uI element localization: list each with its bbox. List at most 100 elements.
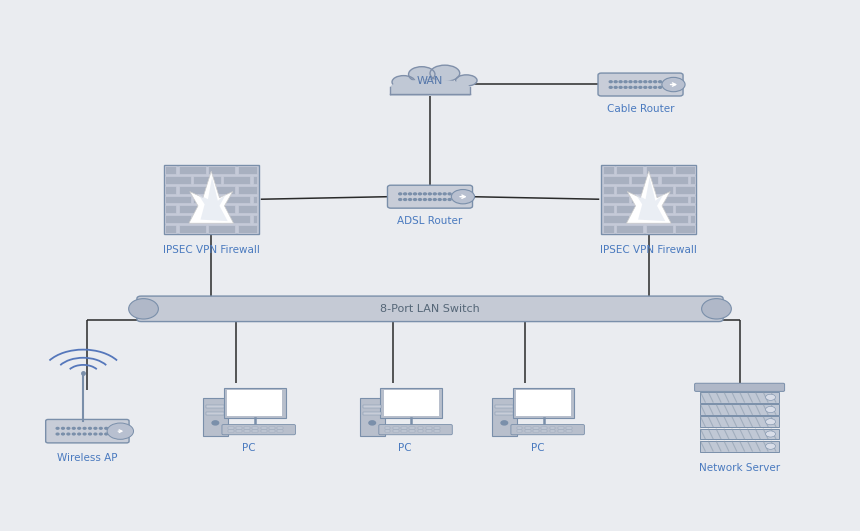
Circle shape (399, 193, 402, 195)
FancyBboxPatch shape (165, 225, 176, 233)
FancyBboxPatch shape (550, 430, 556, 432)
Circle shape (419, 199, 421, 200)
FancyBboxPatch shape (165, 205, 176, 213)
FancyBboxPatch shape (675, 225, 695, 233)
Circle shape (629, 87, 632, 88)
FancyBboxPatch shape (675, 186, 695, 194)
Text: WAN: WAN (417, 76, 443, 87)
Ellipse shape (413, 80, 447, 94)
Circle shape (100, 433, 102, 435)
FancyBboxPatch shape (238, 205, 257, 213)
FancyBboxPatch shape (495, 405, 513, 408)
Circle shape (414, 199, 416, 200)
Text: Wireless AP: Wireless AP (57, 452, 118, 463)
Circle shape (423, 193, 427, 195)
FancyBboxPatch shape (380, 388, 442, 418)
FancyBboxPatch shape (566, 426, 572, 429)
FancyBboxPatch shape (603, 186, 614, 194)
Text: PC: PC (531, 443, 544, 453)
FancyBboxPatch shape (253, 176, 257, 184)
FancyBboxPatch shape (236, 430, 242, 432)
FancyBboxPatch shape (208, 225, 236, 233)
FancyBboxPatch shape (631, 215, 658, 223)
FancyBboxPatch shape (223, 176, 250, 184)
FancyBboxPatch shape (388, 185, 472, 208)
FancyBboxPatch shape (646, 225, 673, 233)
FancyBboxPatch shape (700, 392, 779, 402)
FancyBboxPatch shape (603, 225, 614, 233)
FancyBboxPatch shape (206, 412, 224, 415)
FancyBboxPatch shape (409, 430, 415, 432)
FancyBboxPatch shape (542, 426, 547, 429)
FancyBboxPatch shape (238, 186, 257, 194)
Circle shape (654, 81, 657, 83)
FancyBboxPatch shape (401, 430, 407, 432)
Circle shape (94, 427, 97, 429)
FancyBboxPatch shape (238, 166, 257, 174)
FancyBboxPatch shape (203, 398, 228, 436)
Circle shape (105, 433, 108, 435)
Circle shape (624, 81, 627, 83)
Circle shape (765, 406, 776, 413)
Circle shape (67, 433, 70, 435)
Circle shape (452, 190, 475, 204)
FancyBboxPatch shape (179, 166, 206, 174)
Circle shape (77, 427, 81, 429)
Circle shape (89, 433, 91, 435)
Circle shape (100, 427, 102, 429)
Circle shape (443, 193, 446, 195)
Circle shape (433, 193, 436, 195)
FancyBboxPatch shape (525, 430, 531, 432)
FancyBboxPatch shape (194, 215, 221, 223)
Circle shape (629, 81, 632, 83)
Text: ADSL Router: ADSL Router (397, 216, 463, 226)
FancyBboxPatch shape (542, 430, 547, 432)
FancyBboxPatch shape (558, 426, 564, 429)
FancyBboxPatch shape (224, 388, 286, 418)
Circle shape (428, 193, 432, 195)
Circle shape (765, 394, 776, 400)
FancyBboxPatch shape (631, 176, 658, 184)
FancyBboxPatch shape (601, 165, 697, 234)
Circle shape (414, 193, 416, 195)
FancyBboxPatch shape (616, 225, 643, 233)
FancyBboxPatch shape (236, 426, 242, 429)
FancyBboxPatch shape (253, 430, 258, 432)
FancyBboxPatch shape (384, 390, 439, 416)
FancyBboxPatch shape (238, 225, 257, 233)
Circle shape (72, 427, 75, 429)
FancyBboxPatch shape (426, 426, 432, 429)
FancyBboxPatch shape (675, 205, 695, 213)
FancyBboxPatch shape (269, 430, 275, 432)
FancyBboxPatch shape (179, 205, 206, 213)
Circle shape (634, 81, 637, 83)
FancyBboxPatch shape (390, 87, 470, 96)
Circle shape (56, 427, 59, 429)
Circle shape (614, 87, 617, 88)
FancyBboxPatch shape (253, 426, 258, 429)
Circle shape (423, 199, 427, 200)
FancyBboxPatch shape (700, 416, 779, 427)
FancyBboxPatch shape (646, 205, 673, 213)
Ellipse shape (408, 67, 435, 82)
Ellipse shape (456, 75, 477, 86)
Circle shape (443, 199, 446, 200)
Circle shape (624, 87, 627, 88)
Circle shape (433, 199, 436, 200)
FancyBboxPatch shape (363, 405, 381, 408)
FancyBboxPatch shape (533, 430, 539, 432)
Circle shape (639, 87, 642, 88)
Polygon shape (189, 171, 234, 223)
FancyBboxPatch shape (393, 430, 399, 432)
FancyBboxPatch shape (691, 195, 695, 203)
FancyBboxPatch shape (566, 430, 572, 432)
FancyBboxPatch shape (603, 215, 629, 223)
FancyBboxPatch shape (228, 426, 234, 429)
FancyBboxPatch shape (277, 426, 283, 429)
FancyBboxPatch shape (558, 430, 564, 432)
FancyBboxPatch shape (660, 195, 688, 203)
FancyBboxPatch shape (525, 426, 531, 429)
Circle shape (619, 87, 622, 88)
FancyBboxPatch shape (208, 186, 236, 194)
FancyBboxPatch shape (603, 166, 614, 174)
